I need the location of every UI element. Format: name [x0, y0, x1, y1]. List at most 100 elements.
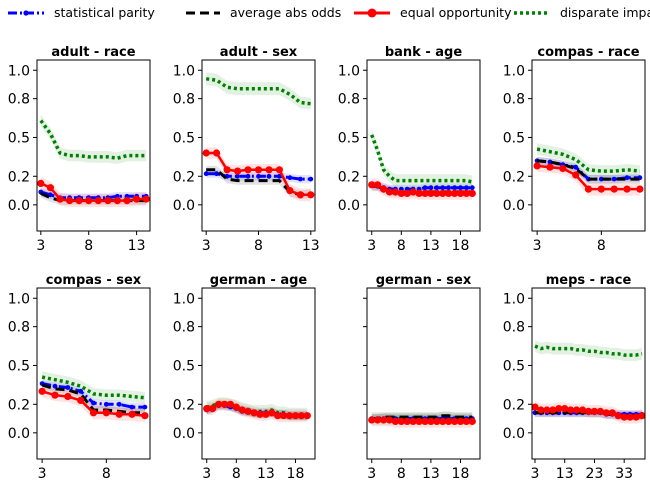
point-equal-opportunity	[220, 400, 229, 408]
point-equal-opportunity	[638, 412, 646, 420]
point-equal-opportunity	[303, 412, 311, 420]
y-tick-label: 0.8	[173, 320, 195, 336]
y-tick-label: 1.0	[173, 291, 195, 307]
point-equal-opportunity	[66, 197, 74, 205]
y-tick-label: 0.5	[8, 130, 30, 146]
point-equal-opportunity	[456, 417, 465, 425]
point-statistical-parity	[103, 401, 109, 407]
point-statistical-parity	[91, 400, 96, 406]
point-equal-opportunity	[531, 403, 539, 411]
point-equal-opportunity	[141, 412, 149, 420]
point-equal-opportunity	[584, 407, 593, 415]
point-statistical-parity	[446, 185, 451, 191]
series-line-average-abs-odds	[536, 159, 640, 181]
y-tick-label: 1.0	[503, 291, 525, 307]
y-tick-label: 1.0	[173, 63, 195, 79]
band-disparate-impact	[537, 143, 640, 177]
point-equal-opportunity	[445, 189, 453, 197]
point-equal-opportunity	[368, 416, 376, 424]
point-equal-opportunity	[280, 412, 288, 420]
point-equal-opportunity	[296, 191, 304, 199]
point-equal-opportunity	[620, 413, 628, 421]
point-equal-opportunity	[37, 179, 45, 187]
x-tick-label: 8	[397, 238, 406, 254]
x-tick-label: 13	[556, 466, 574, 482]
x-tick-label: 3	[38, 466, 47, 482]
point-equal-opportunity	[602, 409, 610, 417]
y-tick-label: 0.2	[8, 169, 30, 185]
point-statistical-parity	[624, 175, 630, 181]
point-equal-opportunity	[128, 410, 136, 418]
point-statistical-parity	[428, 185, 434, 191]
point-equal-opportunity	[85, 197, 93, 205]
point-equal-opportunity	[75, 197, 83, 205]
point-statistical-parity	[78, 388, 84, 394]
point-equal-opportunity	[307, 191, 315, 199]
point-statistical-parity	[298, 176, 303, 182]
y-tick-label: 0.5	[173, 130, 195, 146]
legend-label-average-abs-odds: average abs odds	[230, 5, 341, 20]
subplot-german-sex: german - sex 3 8 13 18	[363, 273, 481, 482]
point-equal-opportunity	[202, 149, 210, 157]
point-statistical-parity	[116, 401, 122, 407]
y-tick-label: 0.8	[503, 92, 525, 108]
point-equal-opportunity	[368, 181, 376, 189]
legend-marker-statistical-parity	[23, 10, 29, 16]
legend-item-equal-opportunity: equal opportunity	[354, 5, 512, 20]
point-equal-opportunity	[391, 417, 399, 425]
x-tick-label: 8	[84, 238, 93, 254]
point-equal-opportunity	[256, 410, 264, 418]
y-tick-label: 0.0	[338, 198, 360, 214]
point-statistical-parity	[452, 185, 457, 191]
point-statistical-parity	[464, 185, 469, 191]
point-equal-opportunity	[286, 187, 294, 195]
point-equal-opportunity	[234, 167, 242, 175]
point-equal-opportunity	[590, 407, 599, 415]
x-tick-label: 13	[422, 238, 440, 254]
x-tick-label: 13	[128, 238, 146, 254]
point-equal-opportunity	[559, 164, 567, 173]
x-tick-label: 23	[586, 466, 604, 482]
point-equal-opportunity	[468, 189, 476, 197]
series-line-average-abs-odds	[206, 168, 312, 197]
y-tick-label: 0.2	[503, 397, 525, 413]
legend-label-equal-opportunity: equal opportunity	[400, 5, 512, 20]
point-equal-opportunity	[291, 412, 300, 420]
point-equal-opportunity	[632, 413, 640, 421]
y-tick-label: 0.5	[173, 358, 195, 374]
y-tick-label: 0.8	[8, 92, 30, 108]
x-tick-label: 8	[102, 466, 111, 482]
x-tick-label: 13	[302, 238, 320, 254]
axes-frame	[36, 59, 151, 232]
subplot-title: adult - sex	[220, 45, 298, 60]
subplot-german-age: german - age 0.0 0.2 0.5 0.8 1.0 3 8 13 18	[173, 273, 316, 482]
point-equal-opportunity	[451, 189, 459, 197]
point-equal-opportunity	[433, 417, 441, 425]
point-equal-opportunity	[380, 416, 388, 424]
point-statistical-parity	[65, 385, 71, 390]
point-equal-opportunity	[403, 189, 411, 197]
point-equal-opportunity	[56, 195, 64, 203]
point-equal-opportunity	[636, 185, 644, 193]
x-tick-label: 13	[422, 466, 440, 482]
axes-frame	[36, 287, 151, 460]
point-equal-opportunity	[374, 181, 382, 189]
y-tick-label: 0.0	[8, 198, 30, 214]
point-equal-opportunity	[380, 185, 388, 193]
legend-item-disparate-impact: disparate impact	[514, 5, 650, 20]
x-tick-label: 8	[397, 466, 406, 482]
point-statistical-parity	[611, 176, 617, 182]
point-equal-opportunity	[51, 391, 59, 399]
point-equal-opportunity	[286, 412, 294, 420]
point-equal-opportunity	[546, 163, 554, 171]
subplot-adult-race: adult - race 0.0 0.2 0.5 0.8 1.0 3 8 13	[8, 45, 151, 254]
x-tick-label: 13	[257, 466, 275, 482]
point-equal-opportunity	[89, 409, 98, 417]
point-equal-opportunity	[439, 189, 447, 197]
point-statistical-parity	[256, 173, 261, 179]
point-equal-opportunity	[113, 197, 121, 205]
point-equal-opportunity	[567, 406, 575, 414]
point-equal-opportunity	[238, 406, 246, 414]
point-equal-opportunity	[626, 413, 634, 421]
